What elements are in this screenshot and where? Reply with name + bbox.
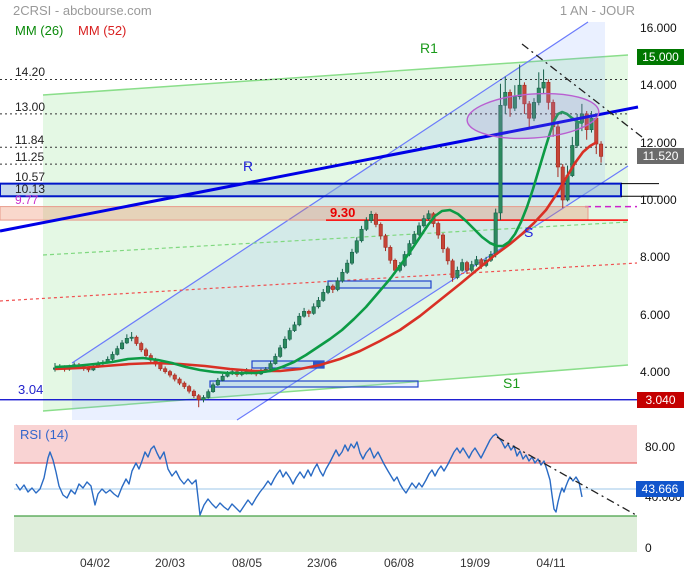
price-level-label-9.77: 9.77: [15, 192, 39, 207]
r1-line: [42, 54, 629, 96]
resistance-box: [0, 182, 622, 198]
y-axis-tick-14.000: 14.000: [640, 78, 677, 93]
channel-lower-line-s: [236, 165, 629, 421]
dashdot-resistance-line: [521, 43, 643, 138]
s1-line: [42, 364, 629, 412]
legend-mm26[interactable]: MM (26): [15, 23, 64, 38]
price-badge-15.000: 15.000: [637, 48, 684, 65]
y-axis-tick-16.000: 16.000: [640, 20, 677, 35]
rsi-value-badge: 43.666: [636, 481, 684, 497]
rsi-line: [15, 433, 583, 516]
rsi-tick-80: 80.00: [645, 440, 676, 454]
price-level-label-10.57: 10.57: [15, 169, 46, 184]
gap-box-1: [327, 280, 432, 289]
rsi-oversold-zone: [14, 516, 637, 552]
support-band: [0, 206, 589, 221]
support-label: S: [524, 224, 534, 240]
resistance1-label: R1: [420, 40, 438, 56]
support1-label: S1: [503, 375, 521, 391]
page-title: 2CRSI - abcbourse.com: [13, 3, 152, 18]
y-axis-tick-12.000: 12.000: [640, 135, 677, 150]
resistance-label: R: [243, 158, 254, 174]
rsi-dashdot-line: [496, 436, 637, 516]
price-level-label-11.84: 11.84: [15, 133, 45, 148]
price-level-label-10.13: 10.13: [15, 182, 46, 197]
timeframe-label[interactable]: 1 AN - JOUR: [559, 3, 635, 18]
x-axis-label-04/02: 04/02: [79, 556, 111, 570]
y-axis-tick-6.000: 6.000: [640, 307, 671, 322]
y-axis-tick-8.000: 8.000: [640, 250, 671, 265]
top-formation-ellipse: [466, 92, 600, 140]
price-level-label-3.04: 3.04: [18, 382, 44, 397]
price-level-label-14.20: 14.20: [15, 65, 46, 80]
mm26-line: [54, 110, 584, 375]
x-axis-label-23/06: 23/06: [306, 556, 338, 570]
price-level-label-13.00: 13.00: [15, 99, 46, 114]
rsi-title: RSI (14): [20, 427, 69, 442]
trend-channel-fill: [72, 22, 605, 420]
x-axis-label-19/09: 19/09: [459, 556, 491, 570]
rsi-overbought-zone: [14, 425, 637, 463]
price-badge-3.040: 3.040: [637, 391, 684, 408]
x-axis-label-04/11: 04/11: [536, 556, 566, 570]
x-axis-label-08/05: 08/05: [231, 556, 263, 570]
median-red-dashed: [0, 262, 638, 302]
price-level-label-9.30: 9.30: [330, 205, 356, 220]
price-badge-11.520: 11.520: [637, 148, 684, 165]
trendline-r: [0, 105, 639, 233]
price-level-label-11.25: 11.25: [15, 150, 45, 165]
x-axis-label-20/03: 20/03: [154, 556, 186, 570]
envelope-zone: [43, 55, 628, 411]
y-axis-tick-4.000: 4.000: [640, 365, 671, 380]
legend-mm52[interactable]: MM (52): [78, 23, 127, 38]
rsi-tick-0: 0: [645, 541, 652, 555]
gap-box-3: [209, 380, 419, 388]
x-axis-label-06/08: 06/08: [383, 556, 415, 570]
y-axis-tick-10.000: 10.000: [640, 193, 677, 207]
